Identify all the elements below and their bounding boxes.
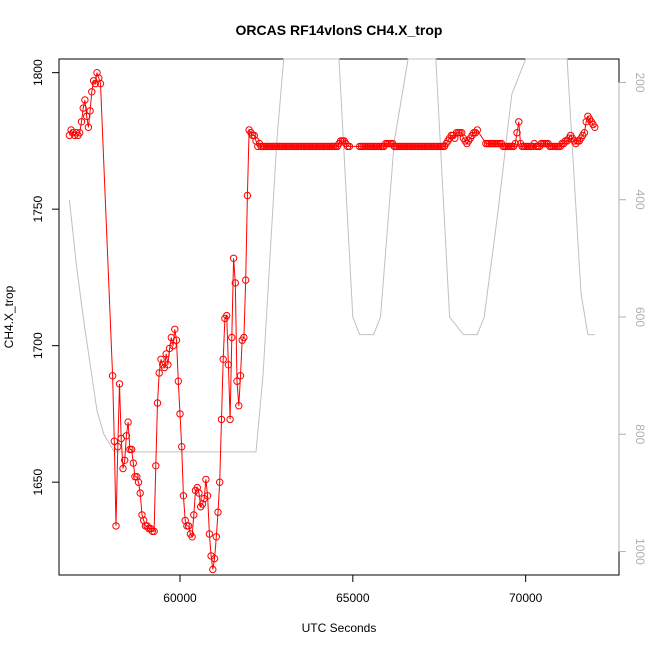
- y-axis: 1650 1700 1750 1800: [31, 59, 60, 496]
- y2-tick-label: 200: [633, 72, 647, 92]
- y-tick-label: 1650: [31, 469, 45, 496]
- data-point: [217, 415, 226, 424]
- data-point: [121, 456, 129, 464]
- x-axis-label: UTC Seconds: [302, 621, 377, 635]
- data-point: [110, 437, 119, 445]
- data-point: [190, 511, 198, 519]
- data-point: [136, 489, 144, 497]
- plot-frame: [58, 58, 620, 576]
- data-point: [243, 191, 252, 200]
- y2-axis: 200 400 600 800 1000: [618, 72, 647, 565]
- x-tick-label: 70000: [509, 591, 543, 605]
- ch4-series: [65, 69, 599, 574]
- data-point: [184, 522, 193, 530]
- data-point: [171, 325, 179, 333]
- data-point: [242, 276, 250, 284]
- x-axis: 60000 65000 70000: [163, 574, 543, 605]
- data-point: [79, 104, 87, 112]
- data-point: [231, 279, 240, 287]
- data-point: [86, 107, 94, 115]
- data-point: [153, 399, 162, 407]
- data-point: [235, 402, 243, 410]
- data-point: [76, 129, 84, 137]
- data-point: [93, 69, 101, 77]
- data-point: [233, 377, 241, 385]
- data-point: [226, 415, 234, 424]
- data-point: [591, 123, 599, 132]
- data-point: [473, 126, 481, 134]
- data-point: [152, 462, 160, 470]
- pressure-line: [68, 58, 595, 453]
- pressure-series: [68, 58, 595, 453]
- data-point: [114, 443, 122, 451]
- x-tick-label: 60000: [163, 591, 197, 605]
- plot-area: [58, 58, 620, 576]
- y-tick-label: 1700: [31, 332, 45, 359]
- data-point: [88, 88, 96, 96]
- x-tick-label: 65000: [336, 591, 370, 605]
- data-point: [129, 459, 138, 467]
- data-point: [228, 333, 236, 342]
- data-point: [127, 445, 136, 454]
- data-point: [202, 475, 210, 484]
- y-axis-label: CH4.X_trop: [2, 285, 16, 348]
- data-point: [236, 372, 245, 380]
- data-point: [229, 254, 238, 262]
- data-point: [91, 79, 100, 88]
- data-point: [108, 372, 117, 380]
- y2-tick-label: 800: [633, 424, 647, 444]
- data-point: [124, 418, 132, 426]
- data-point: [205, 530, 214, 538]
- data-point: [212, 533, 221, 541]
- data-point: [203, 492, 212, 500]
- data-point: [511, 139, 519, 148]
- data-point: [83, 112, 91, 121]
- y2-tick-label: 600: [633, 307, 647, 327]
- data-point: [223, 311, 231, 320]
- data-point: [150, 527, 158, 535]
- data-point: [240, 333, 248, 342]
- data-point: [345, 142, 354, 151]
- data-point: [96, 79, 105, 88]
- data-point: [119, 464, 127, 473]
- data-point: [198, 500, 207, 508]
- data-point: [210, 554, 219, 563]
- y2-tick-label: 400: [633, 190, 647, 210]
- data-point: [84, 123, 93, 132]
- data-point: [115, 380, 124, 388]
- data-point: [134, 478, 143, 486]
- data-point: [219, 355, 227, 363]
- data-point: [179, 492, 188, 500]
- y-tick-label: 1750: [31, 196, 45, 223]
- data-point: [195, 489, 203, 497]
- data-point: [164, 361, 172, 369]
- data-point: [169, 342, 177, 350]
- chart-title: ORCAS RF14vlonS CH4.X_trop: [236, 22, 443, 38]
- data-point: [580, 129, 589, 137]
- data-point: [209, 565, 217, 574]
- data-point: [81, 96, 89, 104]
- data-point: [77, 118, 86, 126]
- y-tick-label: 1800: [31, 59, 45, 86]
- data-point: [515, 118, 523, 126]
- data-point: [122, 432, 131, 440]
- y2-tick-label: 1000: [633, 538, 647, 565]
- data-point: [112, 522, 120, 530]
- data-point: [174, 377, 183, 385]
- data-point: [214, 508, 222, 516]
- data-point: [178, 443, 186, 451]
- data-point: [513, 129, 521, 137]
- data-point: [172, 336, 181, 344]
- data-point: [216, 478, 224, 486]
- data-point: [188, 533, 196, 541]
- data-point: [224, 361, 233, 369]
- data-point: [155, 369, 163, 377]
- data-point: [162, 350, 170, 358]
- data-point: [176, 410, 184, 418]
